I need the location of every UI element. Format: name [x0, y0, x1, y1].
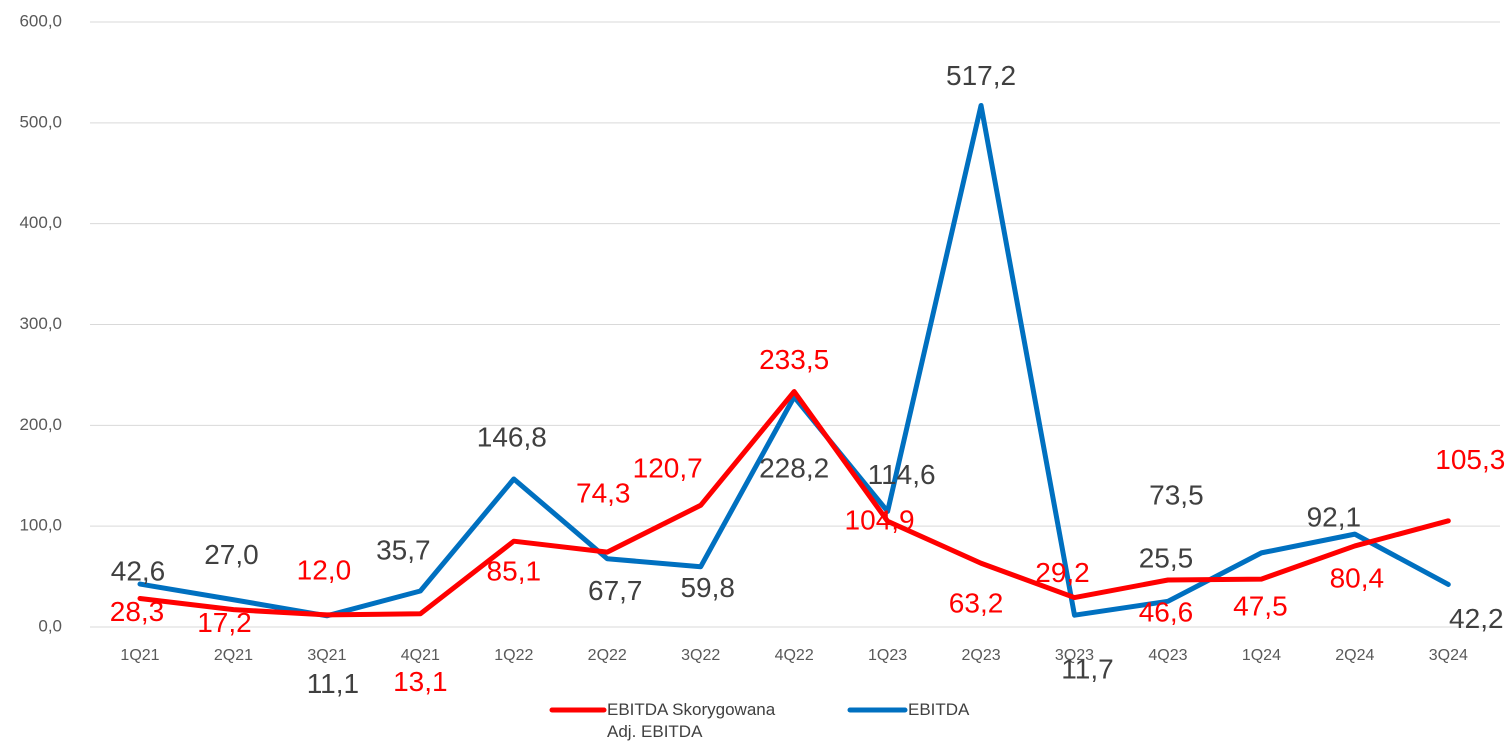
- x-tick-label: 2Q21: [214, 647, 253, 664]
- data-label: 517,2: [946, 60, 1016, 91]
- y-tick-label: 600,0: [19, 11, 62, 30]
- x-tick-label: 2Q23: [961, 647, 1000, 664]
- x-tick-label: 2Q24: [1335, 647, 1374, 664]
- data-label: 27,0: [204, 539, 259, 570]
- y-tick-label: 400,0: [19, 213, 62, 232]
- data-label: 63,2: [949, 588, 1004, 619]
- x-tick-label: 2Q22: [588, 647, 627, 664]
- x-tick-label: 1Q23: [868, 647, 907, 664]
- x-tick-label: 4Q22: [775, 647, 814, 664]
- x-tick-label: 3Q22: [681, 647, 720, 664]
- x-tick-label: 3Q21: [307, 647, 346, 664]
- data-label: 85,1: [487, 556, 542, 587]
- data-label: 11,7: [1061, 654, 1113, 685]
- x-tick-label: 1Q24: [1242, 647, 1281, 664]
- data-label: 42,6: [111, 555, 166, 586]
- data-label: 120,7: [633, 453, 703, 484]
- data-label: 146,8: [477, 421, 547, 452]
- data-label: 105,3: [1435, 444, 1505, 475]
- data-label: 17,2: [197, 607, 252, 638]
- data-label: 13,1: [393, 666, 448, 697]
- data-label: 47,5: [1233, 590, 1288, 621]
- data-label: 228,2: [759, 452, 829, 483]
- legend-label: EBITDA: [908, 700, 970, 719]
- data-label: 12,0: [297, 554, 352, 585]
- x-tick-label: 3Q24: [1429, 647, 1468, 664]
- y-tick-label: 100,0: [19, 516, 62, 535]
- data-label: 80,4: [1330, 562, 1385, 593]
- data-label: 11,1: [307, 668, 359, 699]
- data-label: 74,3: [576, 477, 631, 508]
- data-label: 104,9: [845, 505, 915, 536]
- x-tick-label: 1Q22: [494, 647, 533, 664]
- series-line: [137, 102, 1451, 619]
- y-tick-label: 200,0: [19, 415, 62, 434]
- data-label: 46,6: [1139, 596, 1194, 627]
- data-label: 42,2: [1449, 603, 1504, 634]
- legend-label: EBITDA Skorygowana Adj. EBITDA: [607, 700, 776, 741]
- x-tick-label: 3Q23: [1055, 647, 1094, 664]
- series-line: [137, 389, 1451, 618]
- x-tick-label: 4Q23: [1148, 647, 1187, 664]
- y-tick-label: 500,0: [19, 112, 62, 131]
- data-label: 59,8: [680, 572, 735, 603]
- data-label: 25,5: [1139, 543, 1194, 574]
- data-label: 35,7: [376, 534, 431, 565]
- data-label: 92,1: [1307, 502, 1362, 533]
- x-tick-label: 1Q21: [120, 647, 159, 664]
- data-label: 28,3: [110, 596, 165, 627]
- y-tick-label: 0,0: [38, 616, 62, 635]
- data-label: 29,2: [1035, 557, 1090, 588]
- data-label: 114,6: [868, 459, 936, 490]
- x-tick-label: 4Q21: [401, 647, 440, 664]
- y-tick-label: 300,0: [19, 314, 62, 333]
- data-label: 67,7: [588, 575, 643, 606]
- data-label: 73,5: [1149, 479, 1204, 510]
- data-label: 233,5: [759, 344, 829, 375]
